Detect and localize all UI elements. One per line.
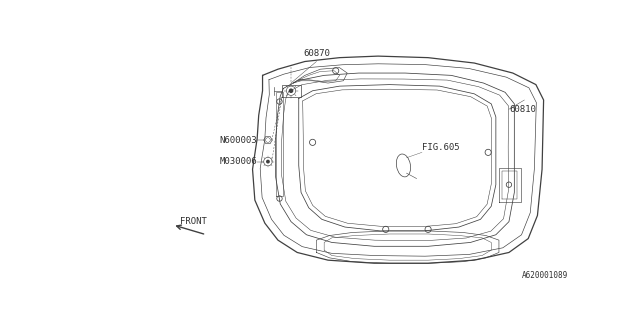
Text: M030006: M030006 [220, 157, 257, 166]
Circle shape [289, 88, 293, 93]
Text: FIG.605: FIG.605 [422, 143, 460, 152]
Text: 60810: 60810 [509, 105, 536, 114]
Text: N600003: N600003 [220, 136, 257, 145]
Text: 60870: 60870 [303, 49, 330, 58]
Circle shape [266, 160, 270, 164]
Text: FRONT: FRONT [180, 217, 207, 226]
Text: A620001089: A620001089 [522, 271, 568, 280]
